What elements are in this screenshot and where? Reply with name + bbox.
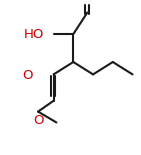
Text: O: O: [23, 69, 33, 82]
Text: O: O: [81, 0, 92, 2]
Text: O: O: [33, 114, 43, 127]
Text: HO: HO: [23, 28, 44, 41]
